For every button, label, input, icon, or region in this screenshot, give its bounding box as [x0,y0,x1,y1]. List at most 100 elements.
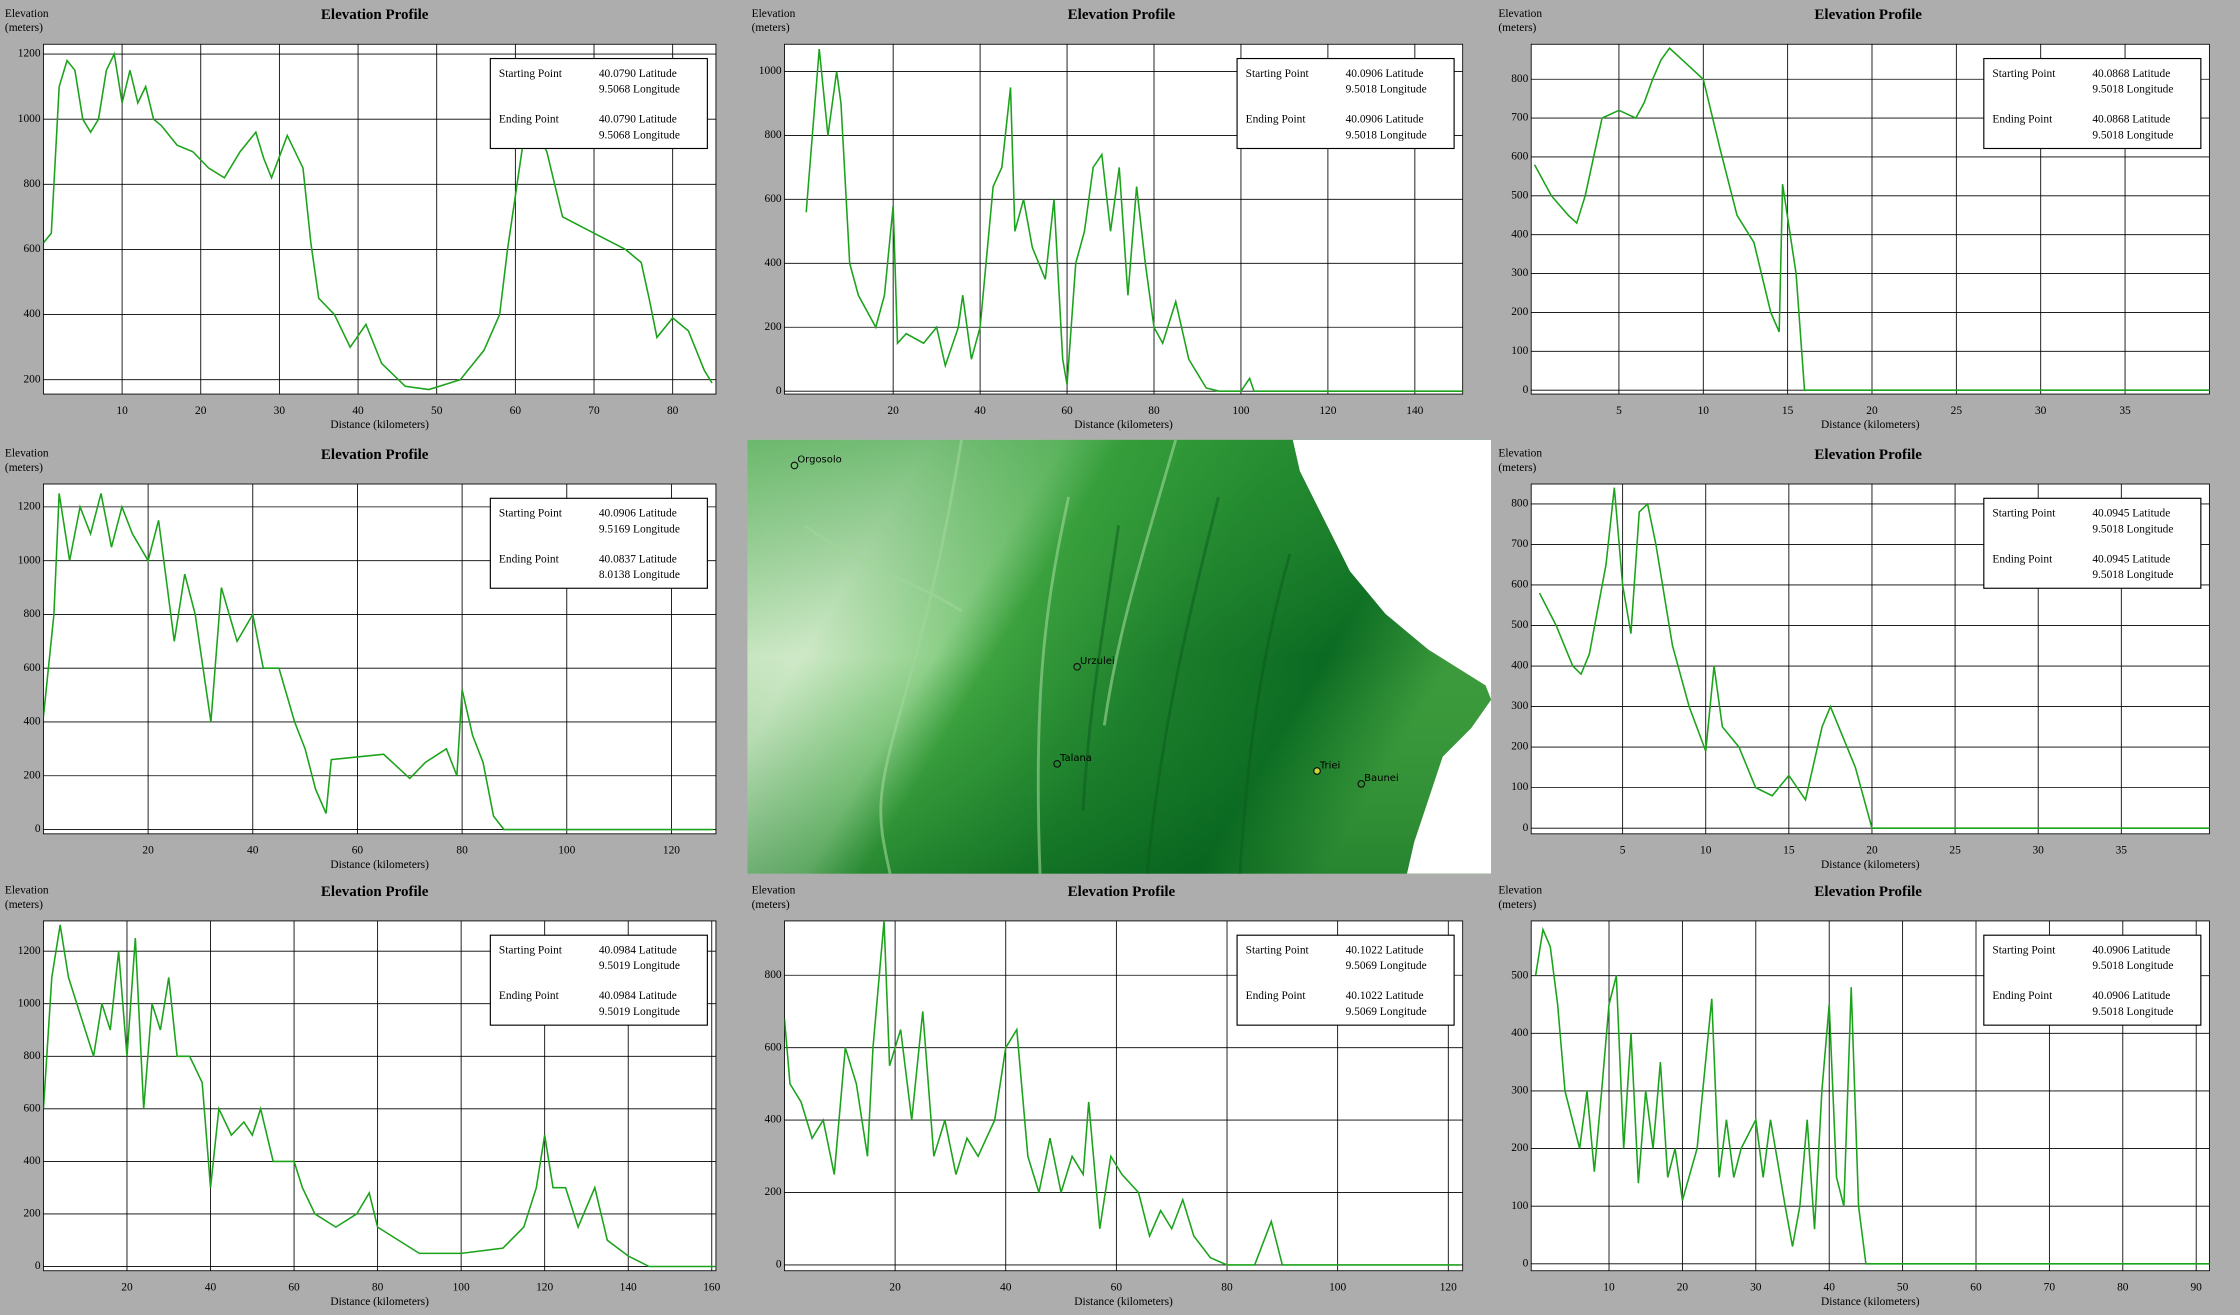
info-longitude: 9.5068 Longitude [599,84,680,96]
x-tick-label: 50 [431,405,443,417]
x-tick-label: 140 [1406,405,1423,417]
chart-title: Elevation Profile [1814,7,1922,23]
x-axis-label: Distance (kilometers) [1074,1296,1173,1308]
x-tick-label: 70 [2044,1281,2056,1293]
x-tick-label: 20 [1677,1281,1689,1293]
place-name: Baunei [1364,773,1399,784]
y-tick-label: 0 [1523,822,1529,834]
elevation-profile: Elevation Profile Elevation (meters) Distan… [5,7,717,431]
elevation-line [43,51,713,391]
x-tick-label: 60 [1061,405,1073,417]
x-tick-label: 90 [2190,1281,2202,1293]
x-tick-label: 15 [1782,405,1794,417]
info-label: Starting Point [1992,945,2056,957]
x-tick-label: 10 [1700,845,1712,857]
info-label: Ending Point [499,114,560,126]
y-tick-label: 200 [23,769,40,781]
x-tick-label: 25 [1949,845,1961,857]
info-label: Starting Point [499,68,563,80]
x-tick-label: 60 [352,845,364,857]
info-longitude: 9.5018 Longitude [2092,84,2173,96]
info-label: Ending Point [1992,990,2053,1002]
y-axis-label: (meters) [5,22,43,34]
sea [1292,439,1492,874]
elevation-line [43,924,716,1268]
y-tick-label: 200 [23,1208,40,1220]
x-axis-label: Distance (kilometers) [1821,859,1920,871]
y-tick-label: 200 [1511,1142,1528,1154]
place-name: Urzulei [1080,656,1115,667]
info-longitude: 9.5069 Longitude [1346,960,1427,972]
y-axis-label: (meters) [1498,899,1536,911]
chart-title: Elevation Profile [321,7,429,23]
y-tick-label: 400 [23,308,40,320]
info-latitude: 40.0945 Latitude [2092,508,2170,520]
x-tick-label: 120 [536,1281,553,1293]
x-tick-label: 30 [1750,1281,1762,1293]
x-tick-label: 10 [116,405,128,417]
y-axis-label: Elevation [5,448,49,460]
x-tick-label: 5 [1620,845,1626,857]
y-axis-label: Elevation [752,885,796,897]
y-tick-label: 0 [1523,384,1529,396]
y-tick-label: 600 [765,1041,782,1053]
y-tick-label: 1000 [18,997,41,1009]
chart-title: Elevation Profile [1814,447,1922,463]
elevation-profile: Elevation Profile Elevation (meters) Distan… [1498,7,2210,431]
y-axis-label: (meters) [1498,462,1536,474]
place-marker [1357,780,1366,788]
place-marker [1053,760,1062,768]
x-tick-label: 25 [1951,405,1963,417]
info-latitude: 40.0984 Latitude [599,945,677,957]
y-tick-label: 1000 [18,554,41,566]
x-tick-label: 30 [2032,845,2044,857]
y-axis-label: (meters) [5,899,43,911]
plot-border [1530,483,2210,835]
y-tick-label: 600 [765,193,782,205]
y-tick-label: 200 [23,373,40,385]
elevation-line [1533,46,2210,391]
info-latitude: 40.0906 Latitude [1346,68,1424,80]
info-latitude: 40.0790 Latitude [599,114,677,126]
y-tick-label: 600 [23,662,40,674]
y-axis-label: (meters) [1498,22,1536,34]
info-latitude: 40.0868 Latitude [2092,68,2170,80]
x-tick-label: 30 [2035,405,2047,417]
x-tick-label: 20 [121,1281,133,1293]
y-tick-label: 0 [35,1260,41,1272]
y-tick-label: 500 [1511,189,1528,201]
info-longitude: 9.5169 Longitude [599,523,680,535]
elevation-profile: Elevation Profile Elevation (meters) Distan… [1498,447,2210,871]
y-tick-label: 1200 [18,945,41,957]
y-tick-label: 400 [765,257,782,269]
info-label: Starting Point [1992,68,2056,80]
y-tick-label: 800 [765,129,782,141]
x-tick-label: 60 [288,1281,300,1293]
info-label: Ending Point [499,553,560,565]
x-axis-label: Distance (kilometers) [330,1296,429,1308]
y-axis-label: (meters) [752,22,790,34]
y-tick-label: 200 [765,1186,782,1198]
y-tick-label: 800 [1511,73,1528,85]
y-tick-label: 400 [23,1155,40,1167]
x-tick-label: 20 [195,405,207,417]
elevation-line [805,48,1463,392]
y-tick-label: 0 [1523,1257,1529,1269]
info-longitude: 9.5018 Longitude [2092,129,2173,141]
y-axis-label: (meters) [752,899,790,911]
info-box [1236,934,1455,1026]
y-tick-label: 1200 [18,48,41,60]
x-tick-label: 30 [274,405,286,417]
y-tick-label: 300 [1511,267,1528,279]
y-tick-label: 800 [1511,498,1528,510]
plot-border [43,920,717,1272]
info-box [489,934,708,1026]
y-tick-label: 100 [1511,1200,1528,1212]
y-tick-label: 1000 [759,65,782,77]
x-tick-label: 160 [703,1281,720,1293]
info-latitude: 40.0837 Latitude [599,553,677,565]
place-marker [1313,767,1321,775]
x-tick-label: 120 [1440,1281,1457,1293]
y-tick-label: 800 [23,608,40,620]
